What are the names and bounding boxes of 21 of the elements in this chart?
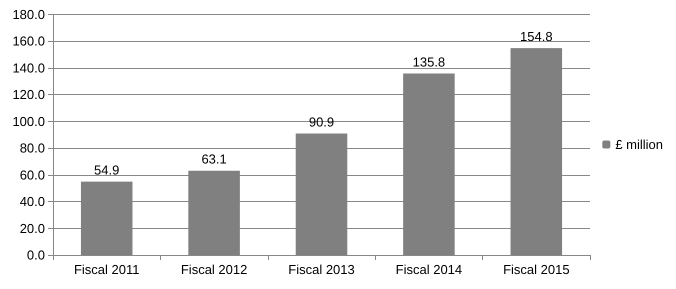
x-tick-label: Fiscal 2012 — [180, 262, 248, 277]
y-tick-label: 160.0 — [12, 34, 45, 49]
data-label: 54.9 — [94, 162, 120, 178]
y-tick-label: 140.0 — [12, 60, 45, 76]
y-tick-label: 100.0 — [12, 114, 45, 129]
legend-label: £ million — [615, 137, 664, 152]
y-tick-label: 180.0 — [12, 7, 45, 22]
y-tick-label: 80.0 — [20, 140, 45, 156]
x-tick-label: Fiscal 2015 — [503, 262, 570, 277]
y-tick-label: 60.0 — [20, 167, 45, 182]
y-tick-label: 120.0 — [12, 87, 45, 102]
data-label: 135.8 — [412, 54, 446, 70]
x-tick-label: Fiscal 2014 — [396, 262, 462, 277]
y-tick-label: 40.0 — [20, 194, 45, 210]
x-tick-label: Fiscal 2013 — [288, 262, 355, 277]
y-tick-label: 20.0 — [20, 220, 45, 236]
data-label: 63.1 — [201, 152, 227, 167]
data-label: 154.8 — [520, 29, 553, 44]
data-label: 90.9 — [308, 114, 334, 130]
y-tick-label: 0.0 — [26, 248, 45, 262]
x-tick-label: Fiscal 2011 — [74, 262, 140, 277]
